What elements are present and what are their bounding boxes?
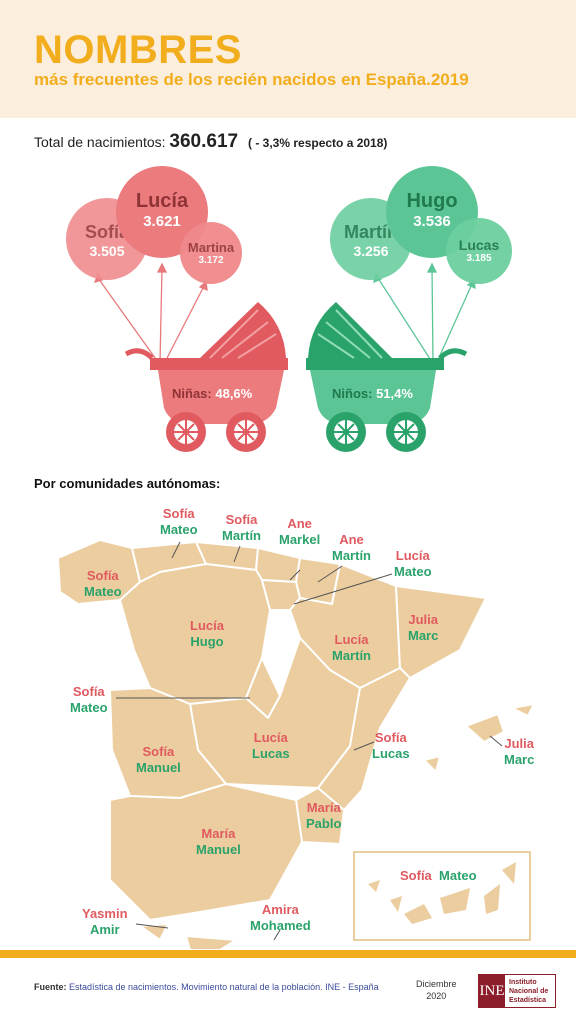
region-label: Ane Markel xyxy=(279,516,321,547)
page-title: NOMBRES xyxy=(34,28,242,72)
region-label: Sofía Lucas xyxy=(372,730,410,761)
region-label: María Pablo xyxy=(306,800,342,831)
region-label: Yasmin Amir xyxy=(82,906,128,937)
source-note: Fuente: Estadística de nacimientos. Movi… xyxy=(34,982,379,992)
strollers xyxy=(124,302,468,452)
girls-share: Niñas: 48,6% xyxy=(172,386,253,401)
ine-logo-mark: INE xyxy=(479,975,505,1007)
canary-inset-frame xyxy=(353,851,531,941)
region-label: Amira Mohamed xyxy=(250,902,311,933)
region-label: Julia Marc xyxy=(504,736,535,767)
region-label: Sofía Martín xyxy=(222,512,261,543)
header-banner xyxy=(0,0,576,118)
region-label: Sofía Mateo xyxy=(160,506,198,537)
region-label: Lucía Martín xyxy=(332,632,371,663)
region-label: Ane Martín xyxy=(332,532,371,563)
spain-map xyxy=(57,539,535,950)
region-label: Sofía Mateo xyxy=(70,684,108,715)
balloon-lucas: Lucas 3.185 xyxy=(446,218,512,284)
region-label: Lucía Hugo xyxy=(190,618,224,649)
region-label: Julia Marc xyxy=(408,612,439,643)
region-label: Sofía Manuel xyxy=(136,744,181,775)
page-subtitle: más frecuentes de los recién nacidos en … xyxy=(34,70,469,89)
region-label: Lucía Mateo xyxy=(394,548,432,579)
boys-share: Niños: 51,4% xyxy=(332,386,413,401)
births-change: ( - 3,3% respecto a 2018) xyxy=(248,136,388,150)
region-label: Sofía Mateo xyxy=(400,868,477,883)
girls-stroller-icon xyxy=(124,302,288,452)
region-label: Lucía Lucas xyxy=(252,730,290,761)
footer-divider xyxy=(0,950,576,958)
ine-logo: INE Instituto Nacional de Estadística xyxy=(478,974,556,1008)
region-label: María Manuel xyxy=(196,826,241,857)
publication-date: Diciembre 2020 xyxy=(416,979,457,1001)
births-label: Total de nacimientos: xyxy=(34,134,166,150)
births-total: 360.617 xyxy=(169,131,239,152)
balloon-lucia: Lucía 3.621 xyxy=(116,166,208,258)
births-summary: Total de nacimientos: 360.617 ( - 3,3% r… xyxy=(34,131,387,153)
balloon-martina: Martina 3.172 xyxy=(180,222,242,284)
ine-logo-text: Instituto Nacional de Estadística xyxy=(509,979,549,1004)
regions-heading: Por comunidades autónomas: xyxy=(34,476,221,491)
region-label: Sofía Mateo xyxy=(84,568,122,599)
boys-stroller-icon xyxy=(306,302,468,452)
